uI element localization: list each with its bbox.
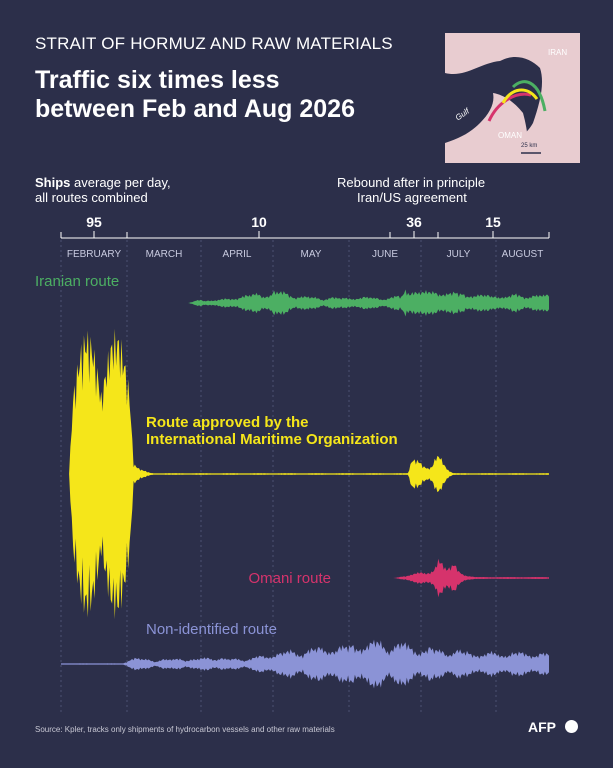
ships-label-rest: average per day, <box>74 175 171 190</box>
series-label: Omani route <box>248 570 331 587</box>
oman-land <box>445 93 528 163</box>
kicker: STRAIT OF HORMUZ AND RAW MATERIALS <box>35 34 393 53</box>
series-waveform <box>61 558 549 598</box>
map-imo-route <box>501 88 539 104</box>
series-waveform <box>61 639 549 689</box>
title-line-1: Traffic six times less <box>35 66 280 94</box>
month-label: MAY <box>301 249 322 260</box>
series-label: Non-identified route <box>146 621 277 638</box>
location-map: IRAN OMAN Gulf 25 km <box>445 33 580 163</box>
month-label: APRIL <box>223 249 252 260</box>
period-average-label: 10 <box>251 214 267 230</box>
period-average-label: 36 <box>406 214 422 230</box>
series-label: International Maritime Organization <box>146 431 398 448</box>
ships-label-line2: all routes combined <box>35 190 148 205</box>
month-label: JUNE <box>372 249 398 260</box>
ships-label-bold: Ships <box>35 175 71 190</box>
map-svg <box>445 33 580 163</box>
month-label: JULY <box>447 249 471 260</box>
series-waveform <box>61 289 549 317</box>
afp-logo-dot <box>565 720 578 733</box>
map-scale-label: 25 km <box>521 143 538 149</box>
period-average-label: 15 <box>485 214 501 230</box>
map-label-iran: IRAN <box>548 48 568 57</box>
period-average-label: 95 <box>86 214 102 230</box>
source-note: Source: Kpler, tracks only shipments of … <box>35 725 335 734</box>
title-line-2: between Feb and Aug 2026 <box>35 95 355 123</box>
month-label: FEBRUARY <box>67 249 122 260</box>
rebound-annotation-line1: Rebound after in principle <box>337 175 486 190</box>
month-label: MARCH <box>146 249 183 260</box>
rebound-annotation-line2: Iran/US agreement <box>357 190 467 205</box>
map-label-oman: OMAN <box>498 131 522 140</box>
ships-label: Ships average per day, <box>35 176 171 190</box>
series-label: Route approved by the <box>146 414 309 431</box>
series-waveform <box>61 328 549 620</box>
afp-logo-text: AFP <box>528 719 556 735</box>
series-label: Iranian route <box>35 273 119 290</box>
map-omani-route <box>487 92 532 122</box>
month-label: AUGUST <box>502 249 544 260</box>
map-iranian-route <box>511 80 547 112</box>
